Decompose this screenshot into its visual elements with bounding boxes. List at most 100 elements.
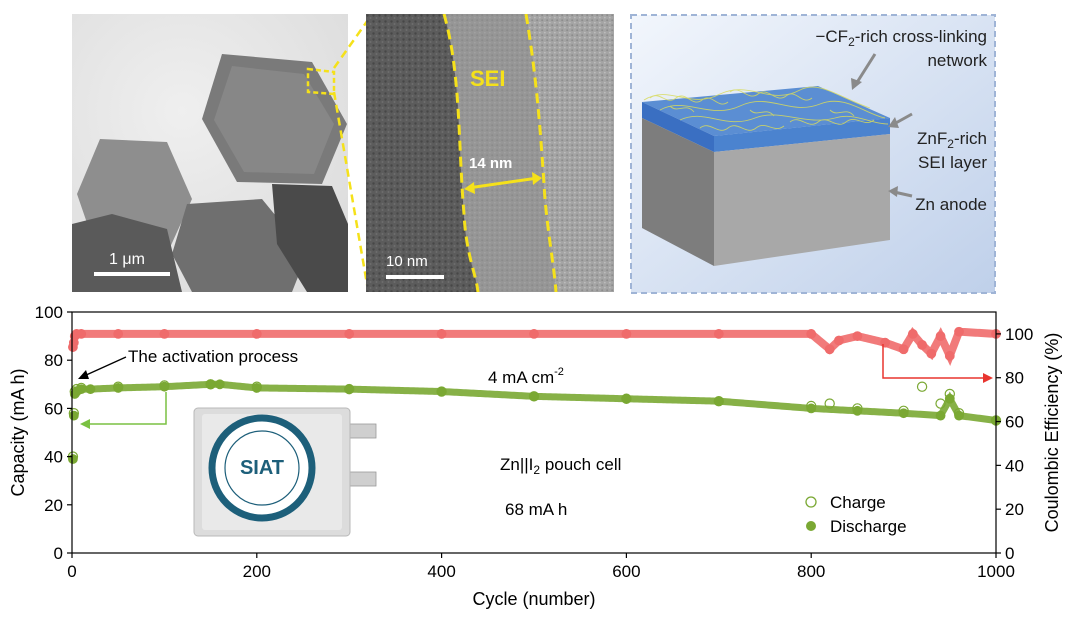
data-point: [713, 395, 725, 407]
logo-text: SIAT: [240, 457, 284, 479]
data-point: [528, 391, 540, 402]
data-point: [529, 329, 539, 339]
zn-anode-block: [642, 118, 714, 266]
y-right-axis-label: Coulombic Efficiency (%): [1042, 333, 1062, 533]
y-left-tick-label: 40: [44, 448, 63, 467]
data-point: [824, 398, 835, 409]
hexagon-particle-bottom: [172, 199, 307, 292]
tem-low-mag-image: 1 μm: [72, 14, 348, 292]
data-point: [344, 329, 355, 339]
left-axis-arrow: [86, 392, 167, 425]
data-point: [824, 344, 835, 355]
data-point: [806, 329, 817, 339]
data-point: [713, 329, 724, 339]
y-right-tick-label: 80: [1005, 369, 1024, 388]
data-point: [68, 408, 80, 419]
data-point: [907, 329, 918, 339]
series-discharge: [68, 379, 1001, 464]
zn-anode-label: Zn anode: [915, 195, 987, 214]
data-point: [898, 405, 909, 417]
y-right-tick-label: 40: [1005, 456, 1024, 475]
data-point: [954, 326, 964, 337]
data-point: [113, 329, 124, 339]
x-tick-label: 0: [67, 562, 76, 581]
legend-discharge-marker: [806, 521, 816, 531]
data-point: [935, 398, 946, 409]
series-coulombic-efficiency: [68, 326, 1001, 367]
data-point: [852, 403, 863, 414]
sei-region: [444, 14, 556, 292]
x-tick-label: 800: [797, 562, 825, 581]
sei-label: SEI: [470, 66, 505, 91]
data-point: [69, 386, 80, 397]
thickness-arrow: [467, 176, 539, 190]
siat-logo: [208, 414, 316, 522]
data-point: [159, 329, 170, 339]
current-density-label: 4 mA cm-2: [488, 366, 564, 387]
data-point: [806, 400, 817, 412]
y-left-tick-label: 20: [44, 496, 63, 515]
x-axis-label: Cycle (number): [472, 589, 595, 609]
scale-bar: [94, 272, 170, 276]
data-point: [834, 335, 844, 346]
scale-bar-label: 10 nm: [386, 253, 428, 270]
data-point: [344, 383, 355, 395]
legend-charge-label: Charge: [830, 493, 886, 512]
y-right-tick-label: 60: [1005, 413, 1024, 432]
data-point: [917, 339, 927, 350]
data-point: [621, 393, 632, 404]
tem-low-mag-drawing: 1 μm: [72, 14, 348, 292]
x-tick-label: 1000: [977, 562, 1015, 581]
data-point: [76, 382, 87, 394]
data-point: [205, 379, 216, 390]
cell-capacity-label: 68 mA h: [505, 500, 567, 519]
y-left-tick-label: 100: [35, 303, 63, 322]
tem-high-mag-image: SEI 14 nm 10 nm: [366, 14, 614, 292]
crosslink-mesh: [643, 86, 889, 131]
right-axis-arrow: [882, 344, 986, 379]
data-point: [944, 350, 955, 361]
cell-name-label: Zn||I2 pouch cell: [500, 455, 621, 477]
data-point: [880, 337, 891, 348]
data-point: [898, 344, 909, 355]
schematic-drawing: −CF2-rich cross-linking network ZnF2-ric…: [630, 14, 996, 294]
network-label-line1: −CF2-rich cross-linking: [815, 27, 987, 49]
data-point: [944, 388, 956, 400]
thickness-label: 14 nm: [469, 155, 512, 172]
y-left-tick-label: 60: [44, 399, 63, 418]
data-point: [251, 329, 262, 339]
tem-high-mag-drawing: SEI 14 nm 10 nm: [366, 14, 614, 292]
y-right-tick-label: 100: [1005, 325, 1033, 344]
data-point: [112, 381, 124, 392]
y-left-tick-label: 80: [44, 351, 63, 370]
data-point: [436, 386, 447, 397]
scale-bar-label: 1 μm: [109, 251, 145, 268]
data-point: [76, 329, 87, 339]
legend: Charge Discharge: [805, 493, 907, 536]
zn-substrate-region: [366, 14, 478, 292]
data-point: [935, 410, 946, 421]
y-right-tick-label: 0: [1005, 544, 1014, 563]
sei-schematic: −CF2-rich cross-linking network ZnF2-ric…: [630, 14, 996, 294]
pouch-cell-photo: SIAT: [193, 407, 377, 537]
legend-charge-marker: [805, 496, 817, 508]
data-point: [159, 380, 170, 391]
scale-bar: [386, 275, 444, 279]
y-left-tick-label: 0: [54, 544, 63, 563]
x-tick-label: 400: [427, 562, 455, 581]
data-point: [621, 329, 632, 339]
sei-layer-label-line2: SEI layer: [918, 153, 987, 172]
data-point: [251, 381, 262, 392]
y-right-tick-label: 20: [1005, 500, 1024, 519]
data-point: [935, 331, 946, 341]
data-point: [953, 408, 965, 419]
sei-layer-label-line1: ZnF2-rich: [917, 129, 987, 151]
data-point: [916, 381, 928, 392]
y-left-axis-label: Capacity (mA h): [8, 368, 28, 496]
x-tick-label: 600: [612, 562, 640, 581]
data-point: [436, 329, 447, 339]
data-point: [926, 348, 937, 359]
plot-frame: [71, 311, 997, 554]
x-tick-label: 200: [243, 562, 271, 581]
